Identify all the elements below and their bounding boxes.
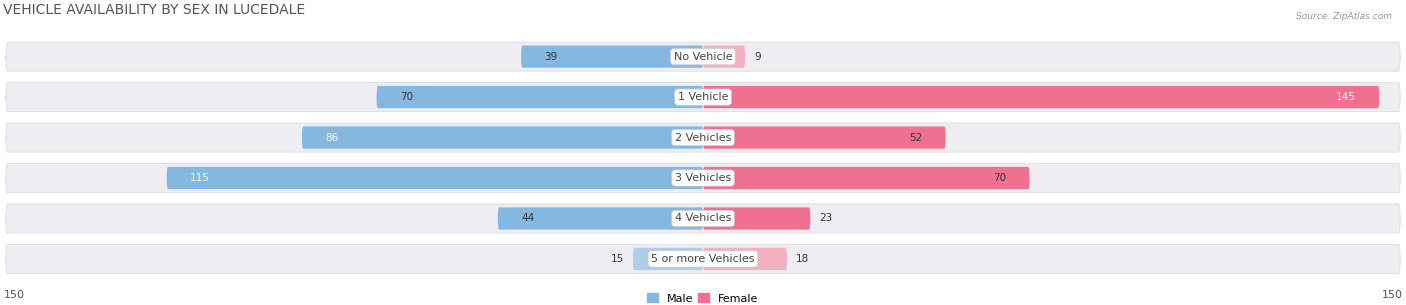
FancyBboxPatch shape (703, 127, 945, 149)
FancyBboxPatch shape (6, 42, 1400, 71)
FancyBboxPatch shape (6, 163, 1400, 192)
Text: 9: 9 (754, 52, 761, 62)
Text: 23: 23 (820, 214, 832, 224)
FancyBboxPatch shape (6, 244, 1400, 274)
Text: 52: 52 (908, 133, 922, 142)
FancyBboxPatch shape (6, 123, 1400, 152)
Text: 39: 39 (544, 52, 558, 62)
FancyBboxPatch shape (377, 86, 703, 108)
Text: 15: 15 (610, 254, 624, 264)
Text: Source: ZipAtlas.com: Source: ZipAtlas.com (1296, 12, 1392, 21)
FancyBboxPatch shape (498, 207, 703, 230)
Text: 150: 150 (3, 290, 24, 300)
Text: 1 Vehicle: 1 Vehicle (678, 92, 728, 102)
Text: 3 Vehicles: 3 Vehicles (675, 173, 731, 183)
FancyBboxPatch shape (703, 248, 787, 270)
Text: 115: 115 (190, 173, 209, 183)
Text: 5 or more Vehicles: 5 or more Vehicles (651, 254, 755, 264)
FancyBboxPatch shape (6, 204, 1400, 233)
Text: 2 Vehicles: 2 Vehicles (675, 133, 731, 142)
FancyBboxPatch shape (167, 167, 703, 189)
FancyBboxPatch shape (633, 248, 703, 270)
FancyBboxPatch shape (703, 207, 810, 230)
FancyBboxPatch shape (703, 167, 1029, 189)
FancyBboxPatch shape (302, 127, 703, 149)
Text: 150: 150 (1382, 290, 1403, 300)
Text: VEHICLE AVAILABILITY BY SEX IN LUCEDALE: VEHICLE AVAILABILITY BY SEX IN LUCEDALE (3, 3, 305, 17)
Legend: Male, Female: Male, Female (647, 293, 759, 303)
Text: 145: 145 (1336, 92, 1355, 102)
Text: 44: 44 (522, 214, 534, 224)
Text: 70: 70 (993, 173, 1007, 183)
Text: 4 Vehicles: 4 Vehicles (675, 214, 731, 224)
Text: 18: 18 (796, 254, 810, 264)
Text: 70: 70 (399, 92, 413, 102)
FancyBboxPatch shape (522, 45, 703, 68)
Text: No Vehicle: No Vehicle (673, 52, 733, 62)
FancyBboxPatch shape (703, 86, 1379, 108)
FancyBboxPatch shape (6, 83, 1400, 112)
FancyBboxPatch shape (703, 45, 745, 68)
Text: 86: 86 (325, 133, 339, 142)
